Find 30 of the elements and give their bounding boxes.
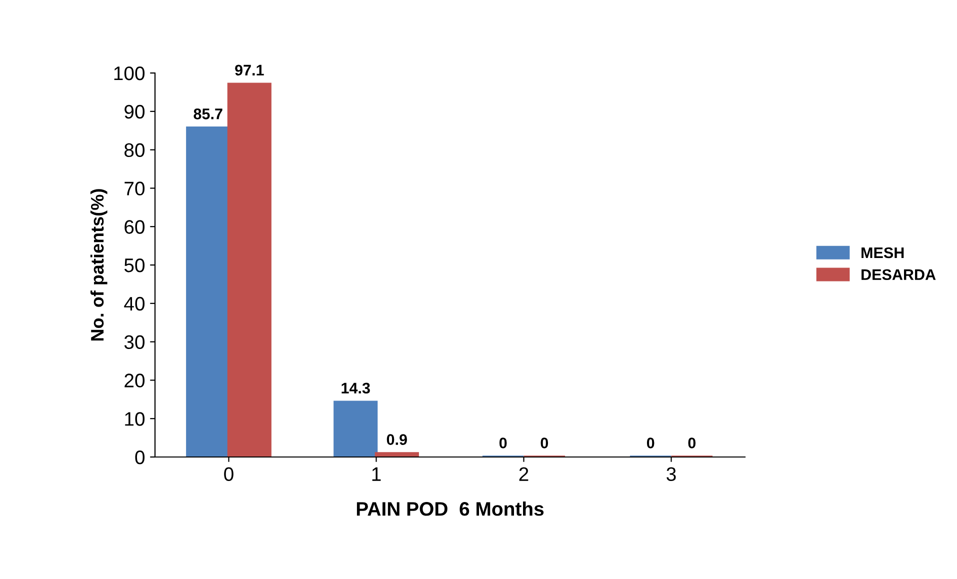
- y-tick-label: 50: [124, 258, 145, 272]
- x-axis-title: PAIN POD 6 Months: [356, 502, 544, 516]
- legend-label: DESARDA: [862, 269, 936, 280]
- bar: [227, 82, 272, 457]
- x-tick-label: 2: [519, 467, 528, 481]
- data-label: 0: [646, 438, 654, 448]
- bar: [334, 400, 378, 457]
- data-label: 85.7: [194, 108, 222, 120]
- data-label: 0: [540, 438, 548, 448]
- y-tick-label: 20: [124, 374, 145, 388]
- bar: [374, 452, 419, 457]
- y-tick-label: 70: [124, 182, 145, 196]
- y-tick-label: 90: [124, 104, 145, 119]
- y-tick-label: 100: [114, 66, 145, 80]
- legend-label: MESH: [862, 247, 904, 258]
- data-label: 14.3: [342, 382, 370, 394]
- x-tick-label: 0: [224, 467, 234, 482]
- y-axis-title: No. of patients(%): [90, 189, 108, 341]
- y-tick-label: 40: [124, 296, 145, 311]
- x-tick-label: 1: [372, 467, 381, 481]
- data-label: 0.9: [386, 434, 407, 445]
- y-tick-label: 80: [124, 143, 145, 158]
- data-label: 0: [688, 438, 696, 448]
- y-tick-label: 10: [125, 412, 145, 426]
- data-label: 97.1: [235, 64, 264, 76]
- data-label: 0: [499, 438, 507, 448]
- y-tick-label: 0: [135, 450, 145, 464]
- x-tick-label: 3: [666, 467, 676, 482]
- y-tick-label: 60: [124, 220, 145, 234]
- y-tick-label: 30: [124, 335, 145, 350]
